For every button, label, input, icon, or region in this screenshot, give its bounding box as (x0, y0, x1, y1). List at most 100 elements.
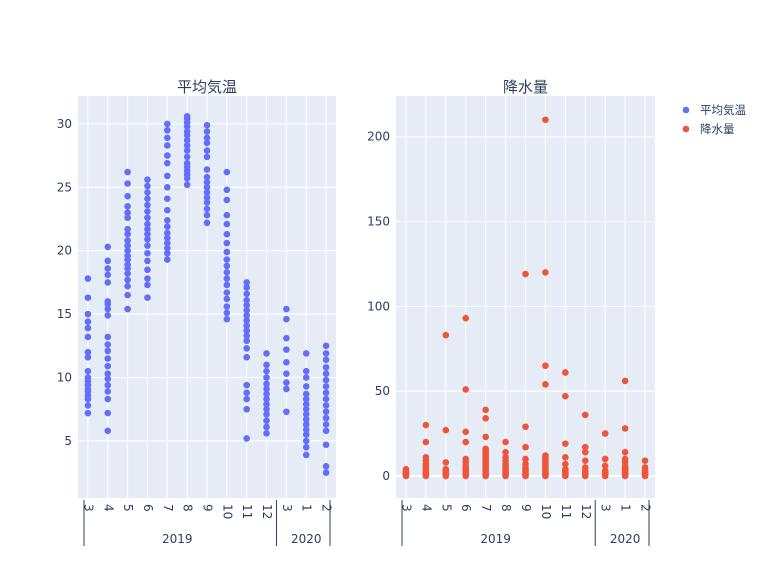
data-point-temp (84, 348, 92, 356)
data-point-temp (263, 385, 270, 393)
data-point-rain (502, 453, 509, 461)
data-point-temp (183, 128, 191, 135)
data-point-temp (124, 305, 131, 313)
data-point-temp (104, 362, 112, 370)
data-point-temp (124, 225, 131, 233)
data-point-rain (562, 453, 569, 461)
data-point-temp (84, 353, 92, 361)
data-point-temp (144, 208, 151, 215)
data-point-temp (144, 214, 151, 222)
data-point-temp (84, 318, 92, 326)
data-point-temp (322, 342, 330, 350)
chart-title-temp: 平均気温 (177, 78, 237, 96)
data-point-temp (124, 203, 131, 210)
x-tick-label-rain: 7 (479, 504, 493, 512)
x-tick-label-temp: 6 (141, 504, 155, 512)
data-point-temp (144, 225, 151, 233)
x-tick-label-rain: 5 (439, 504, 453, 512)
data-point-temp (203, 199, 211, 206)
data-point-temp (263, 374, 270, 381)
data-point-rain (581, 411, 589, 419)
data-point-temp (283, 315, 290, 323)
x-tick-label-rain: 1 (619, 504, 633, 512)
data-point-rain (562, 369, 569, 376)
data-point-temp (203, 147, 211, 154)
data-point-temp (322, 350, 330, 357)
data-point-rain (482, 445, 489, 453)
data-point-temp (263, 367, 270, 375)
data-point-temp (243, 296, 250, 304)
x-tick-label-rain: 3 (599, 504, 613, 512)
data-point-temp (243, 284, 250, 291)
data-point-temp (164, 234, 171, 242)
data-point-temp (322, 469, 330, 476)
data-point-temp (302, 405, 310, 413)
data-point-temp (84, 275, 92, 282)
data-point-rain (462, 386, 470, 393)
data-point-temp (164, 239, 171, 247)
data-point-temp (223, 295, 231, 303)
data-point-temp (124, 168, 131, 176)
data-point-temp (263, 390, 270, 398)
data-point-temp (164, 152, 171, 159)
chart-title-rain: 降水量 (503, 78, 548, 96)
data-point-temp (144, 230, 151, 238)
data-point-temp (263, 350, 270, 357)
data-point-rain (422, 438, 430, 446)
data-point-temp (302, 421, 310, 428)
data-point-temp (144, 249, 151, 257)
x-tick-label-rain: 11 (559, 504, 573, 519)
data-point-rain (422, 453, 430, 461)
x-tick-label-rain: 3 (399, 504, 413, 512)
data-point-temp (322, 402, 330, 409)
data-point-temp (243, 395, 250, 403)
data-point-temp (164, 216, 171, 224)
data-point-rain (482, 433, 489, 441)
data-point-temp (164, 120, 171, 128)
data-point-temp (84, 294, 92, 301)
data-point-temp (223, 315, 231, 323)
data-point-temp (223, 289, 231, 296)
x-tick-label-temp: 10 (220, 504, 234, 519)
data-point-temp (322, 389, 330, 397)
data-point-rain (601, 455, 609, 463)
data-point-temp (144, 242, 151, 249)
data-point-rain (542, 116, 549, 124)
data-point-rain (462, 428, 470, 436)
data-point-temp (124, 270, 131, 277)
data-point-temp (84, 367, 92, 375)
data-point-rain (542, 381, 549, 388)
data-point-rain (601, 462, 609, 470)
data-point-temp (144, 182, 151, 190)
data-point-temp (84, 333, 92, 341)
data-point-temp (243, 381, 250, 389)
data-point-temp (223, 220, 231, 228)
data-point-temp (322, 364, 330, 371)
data-point-temp (203, 205, 211, 213)
data-point-rain (621, 448, 629, 456)
data-point-temp (243, 317, 250, 324)
y-tick-label-temp: 30 (57, 117, 72, 131)
data-point-temp (164, 172, 171, 180)
y-tick-label-rain: 100 (367, 299, 390, 313)
data-point-rain (542, 362, 549, 369)
x-tick-label-temp: 7 (161, 504, 175, 512)
data-point-rain (402, 465, 410, 473)
data-point-temp (243, 353, 250, 361)
data-point-temp (263, 423, 270, 431)
data-point-temp (283, 370, 290, 378)
data-point-temp (164, 195, 171, 203)
data-point-temp (283, 334, 290, 342)
data-point-temp (104, 427, 112, 435)
y-tick-label-temp: 15 (57, 307, 72, 321)
legend-label-temp: 平均気温 (700, 103, 746, 117)
data-point-temp (223, 211, 231, 219)
data-point-rain (621, 425, 629, 432)
data-point-rain (462, 438, 470, 446)
data-point-temp (124, 276, 131, 284)
data-point-temp (183, 159, 191, 167)
data-point-temp (203, 184, 211, 191)
